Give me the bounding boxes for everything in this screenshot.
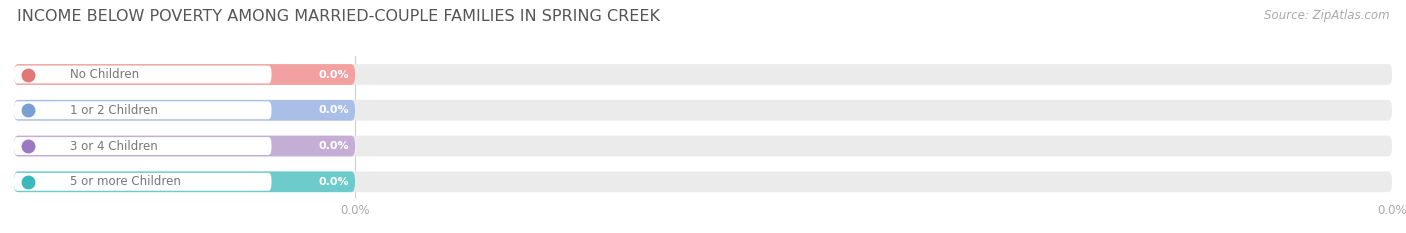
Text: 0.0%: 0.0% [319,177,350,187]
Text: 5 or more Children: 5 or more Children [70,175,180,188]
FancyBboxPatch shape [14,136,1392,156]
Text: INCOME BELOW POVERTY AMONG MARRIED-COUPLE FAMILIES IN SPRING CREEK: INCOME BELOW POVERTY AMONG MARRIED-COUPL… [17,9,659,24]
Text: 3 or 4 Children: 3 or 4 Children [70,140,157,153]
Text: 0.0%: 0.0% [340,204,370,217]
FancyBboxPatch shape [14,65,271,83]
FancyBboxPatch shape [14,171,1392,192]
FancyBboxPatch shape [14,100,354,121]
Text: 0.0%: 0.0% [319,105,350,115]
Text: 0.0%: 0.0% [319,141,350,151]
FancyBboxPatch shape [14,64,1392,85]
FancyBboxPatch shape [14,100,1392,121]
Text: Source: ZipAtlas.com: Source: ZipAtlas.com [1264,9,1389,22]
Text: 0.0%: 0.0% [319,69,350,79]
Text: No Children: No Children [70,68,139,81]
FancyBboxPatch shape [14,137,271,155]
Text: 0.0%: 0.0% [1378,204,1406,217]
FancyBboxPatch shape [14,136,354,156]
Text: 1 or 2 Children: 1 or 2 Children [70,104,157,117]
FancyBboxPatch shape [14,64,354,85]
FancyBboxPatch shape [14,101,271,119]
FancyBboxPatch shape [14,173,271,191]
FancyBboxPatch shape [14,171,354,192]
